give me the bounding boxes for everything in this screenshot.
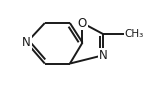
- Text: N: N: [99, 49, 108, 62]
- Text: O: O: [78, 17, 87, 30]
- Text: N: N: [22, 36, 31, 49]
- Text: CH₃: CH₃: [124, 29, 144, 39]
